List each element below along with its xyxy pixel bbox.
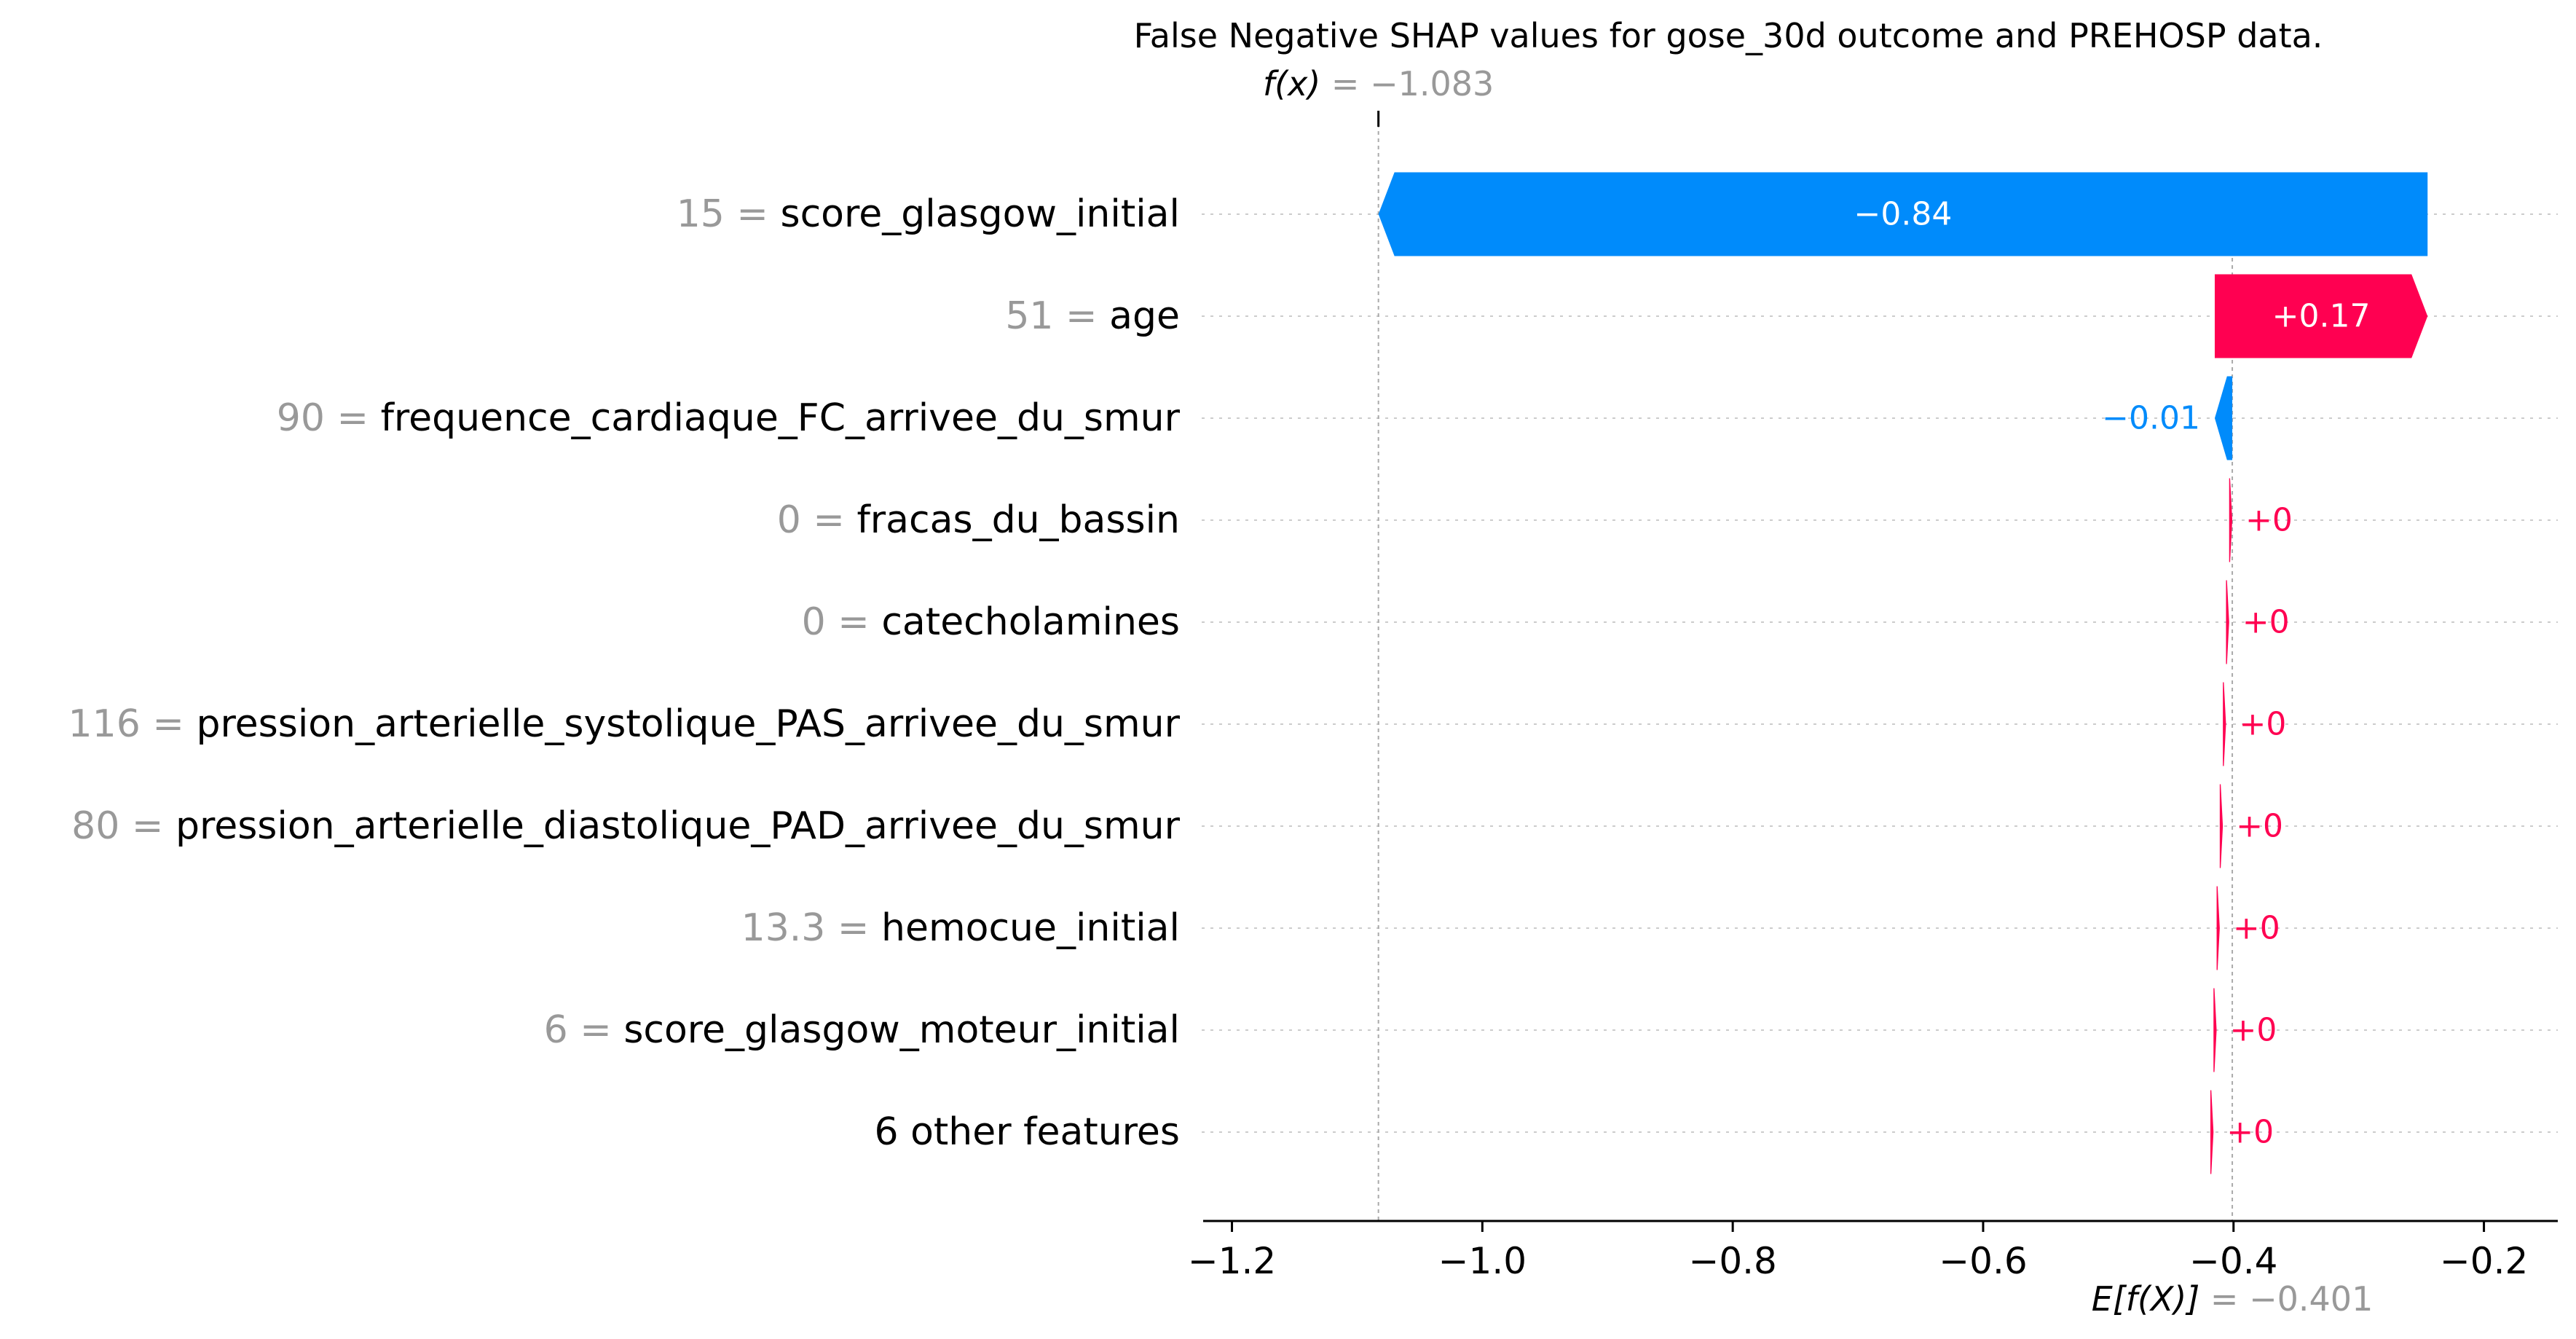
chart-title: False Negative SHAP values for gose_30d … [1134, 16, 2323, 55]
bar-positive [2216, 886, 2220, 970]
feature-value: 80 = [71, 804, 176, 848]
feature-name: age [1109, 294, 1180, 338]
x-tick-label: −0.6 [1939, 1240, 2027, 1282]
bar-negative [2214, 376, 2233, 460]
feature-value: 6 = [544, 1008, 624, 1052]
bar-value-label: −0.84 [1854, 196, 1953, 233]
feature-value: 15 = [677, 192, 781, 236]
feature-name: frequence_cardiaque_FC_arrivee_du_smur [381, 396, 1181, 440]
bar-value-label: +0 [2239, 706, 2286, 743]
feature-label: 13.3 = hemocue_initial [741, 906, 1180, 950]
feature-label: 0 = fracas_du_bassin [777, 498, 1180, 542]
feature-value: 0 = [802, 600, 882, 644]
base-annotation: E[f(X)] = −0.401 [2092, 1279, 2374, 1319]
bars: −0.84 +0.17 −0.01 +0 +0 +0 +0 +0 +0 +0 [1378, 172, 2428, 1174]
base-value: = −0.401 [2199, 1279, 2373, 1319]
feature-label: 0 = catecholamines [802, 600, 1180, 644]
bar-value-label: +0 [2236, 808, 2283, 845]
feature-value: 90 = [277, 396, 381, 440]
feature-value: 0 = [777, 498, 857, 542]
feature-name: score_glasgow_moteur_initial [623, 1008, 1180, 1052]
feature-value: 51 = [1005, 294, 1109, 338]
feature-labels: 15 = score_glasgow_initial 51 = age 90 = f… [68, 192, 1181, 1154]
bar-positive [2213, 988, 2217, 1072]
bar-value-label: +0 [2242, 604, 2290, 641]
bar-value-label: +0 [2245, 502, 2293, 539]
feature-label: 15 = score_glasgow_initial [677, 192, 1180, 236]
bar-positive [2210, 1090, 2214, 1174]
feature-name: 6 other features [874, 1110, 1180, 1154]
x-tick-label: −0.8 [1688, 1240, 1776, 1282]
bar-negative [1378, 172, 2428, 256]
feature-value: 116 = [68, 702, 197, 746]
bar-value-label: +0 [2233, 910, 2280, 947]
x-tick-label: −0.4 [2189, 1240, 2277, 1282]
bar-value-label: −0.01 [2102, 400, 2200, 437]
bar-value-label: +0 [2230, 1012, 2277, 1049]
fx-annotation: f(x) = −1.083 [1263, 64, 1494, 103]
bar-value-label: +0 [2226, 1114, 2274, 1151]
feature-label: 90 = frequence_cardiaque_FC_arrivee_du_s… [277, 396, 1181, 440]
feature-label: 51 = age [1005, 294, 1180, 338]
feature-value: 13.3 = [741, 906, 881, 950]
feature-name: score_glasgow_initial [781, 192, 1181, 236]
bar-positive [2226, 580, 2229, 664]
feature-label: 6 = score_glasgow_moteur_initial [544, 1008, 1180, 1052]
feature-label: 116 = pression_arterielle_systolique_PAS… [68, 702, 1181, 746]
x-axis: −1.2 −1.0 −0.8 −0.6 −0.4 −0.2 [1188, 1220, 2558, 1282]
fx-value: = −1.083 [1320, 64, 1494, 103]
feature-name: pression_arterielle_diastolique_PAD_arri… [176, 804, 1181, 848]
feature-name: catecholamines [881, 600, 1180, 644]
feature-name: fracas_du_bassin [856, 498, 1180, 542]
feature-label: 6 other features [874, 1110, 1180, 1154]
x-tick-label: −1.2 [1188, 1240, 1276, 1282]
base-label: E[f(X)] [2092, 1279, 2200, 1319]
bar-positive [2214, 274, 2428, 358]
feature-name: hemocue_initial [881, 906, 1180, 950]
fx-label: f(x) [1263, 64, 1320, 103]
x-tick-label: −0.2 [2440, 1240, 2528, 1282]
bar-positive [2229, 478, 2233, 562]
bar-positive [2223, 682, 2226, 766]
feature-name: pression_arterielle_systolique_PAS_arriv… [196, 702, 1180, 746]
x-tick-label: −1.0 [1438, 1240, 1527, 1282]
bar-positive [2219, 784, 2224, 868]
feature-label: 80 = pression_arterielle_diastolique_PAD… [71, 804, 1180, 848]
bar-value-label: +0.17 [2272, 298, 2371, 335]
